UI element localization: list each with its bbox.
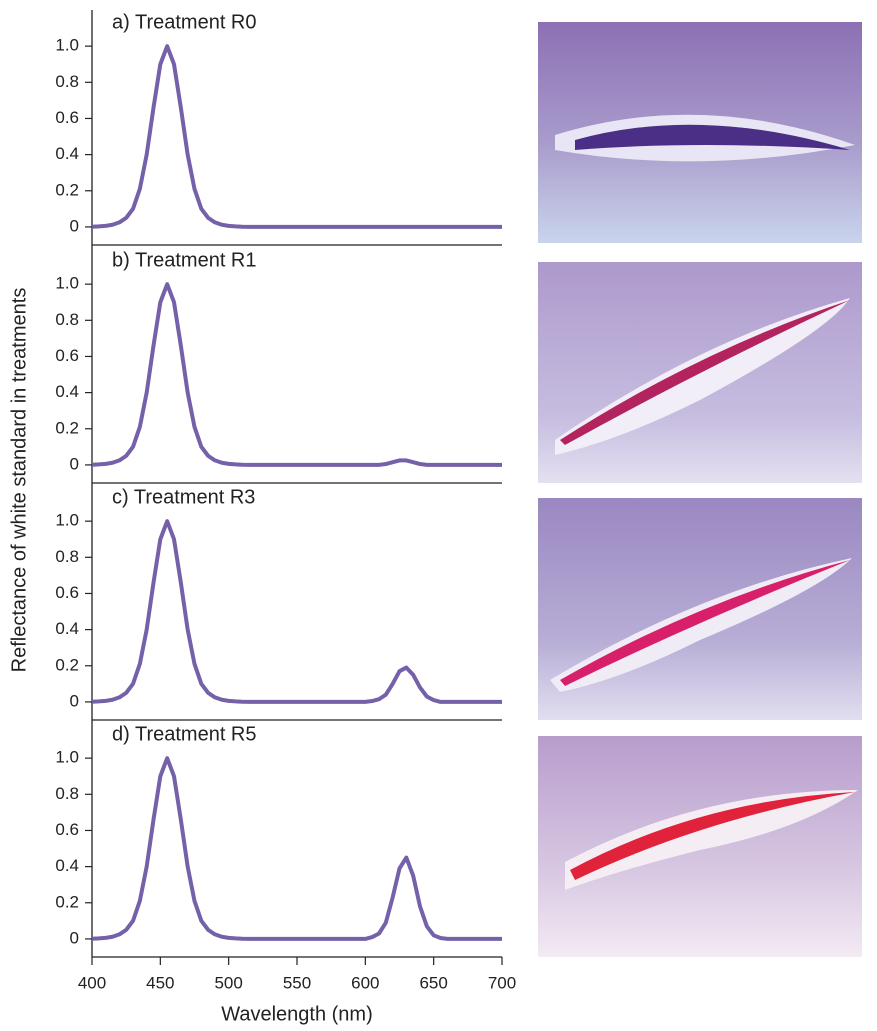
y-tick-label: 1.0	[55, 36, 79, 55]
y-tick-label: 0.6	[55, 583, 79, 602]
y-tick-label: 0.2	[55, 655, 79, 674]
y-tick-label: 0.8	[55, 72, 79, 91]
y-tick-label: 0.4	[55, 619, 79, 638]
panel-title: c) Treatment R3	[112, 486, 255, 508]
x-axis-label: Wavelength (nm)	[221, 1003, 373, 1025]
fish-stripe	[575, 124, 850, 150]
y-tick-label: 1.0	[55, 274, 79, 293]
fish-stripe	[560, 300, 850, 445]
y-tick-label: 0	[70, 454, 79, 473]
line-series	[91, 44, 502, 229]
y-axis-label: Reflectance of white standard in treatme…	[8, 288, 30, 673]
panel-title: a) Treatment R0	[112, 11, 257, 33]
panel-title: d) Treatment R5	[112, 723, 257, 745]
line-series	[91, 282, 502, 467]
fish	[565, 790, 858, 890]
x-tick-label: 600	[351, 973, 379, 992]
y-tick-label: 0.6	[55, 346, 79, 365]
photos	[538, 22, 862, 957]
y-tick-label: 1.0	[55, 511, 79, 530]
y-tick-label: 0	[70, 928, 79, 947]
panel-title: b) Treatment R1	[112, 249, 257, 271]
y-tick-label: 0.2	[55, 180, 79, 199]
y-tick-label: 0.8	[55, 784, 79, 803]
x-tick-label: 700	[488, 973, 516, 992]
fish	[555, 298, 850, 455]
y-tick-label: 0.6	[55, 108, 79, 127]
fish-stripe	[560, 560, 850, 686]
y-tick-label: 0.2	[55, 418, 79, 437]
x-tick-label: 650	[419, 973, 447, 992]
y-tick-label: 0	[70, 691, 79, 710]
y-tick-label: 1.0	[55, 748, 79, 767]
y-tick-label: 0.4	[55, 382, 79, 401]
y-tick-label: 0.2	[55, 892, 79, 911]
y-tick-label: 0.4	[55, 856, 79, 875]
x-tick-label: 400	[78, 973, 106, 992]
x-tick-label: 500	[214, 973, 242, 992]
line-series	[91, 519, 502, 704]
y-tick-label: 0.4	[55, 144, 79, 163]
y-tick-label: 0	[70, 216, 79, 235]
y-tick-label: 0.8	[55, 310, 79, 329]
y-tick-label: 0.8	[55, 547, 79, 566]
fish	[550, 558, 852, 692]
line-series	[91, 756, 502, 941]
y-tick-label: 0.6	[55, 820, 79, 839]
x-tick-label: 550	[283, 973, 311, 992]
x-tick-label: 450	[146, 973, 174, 992]
